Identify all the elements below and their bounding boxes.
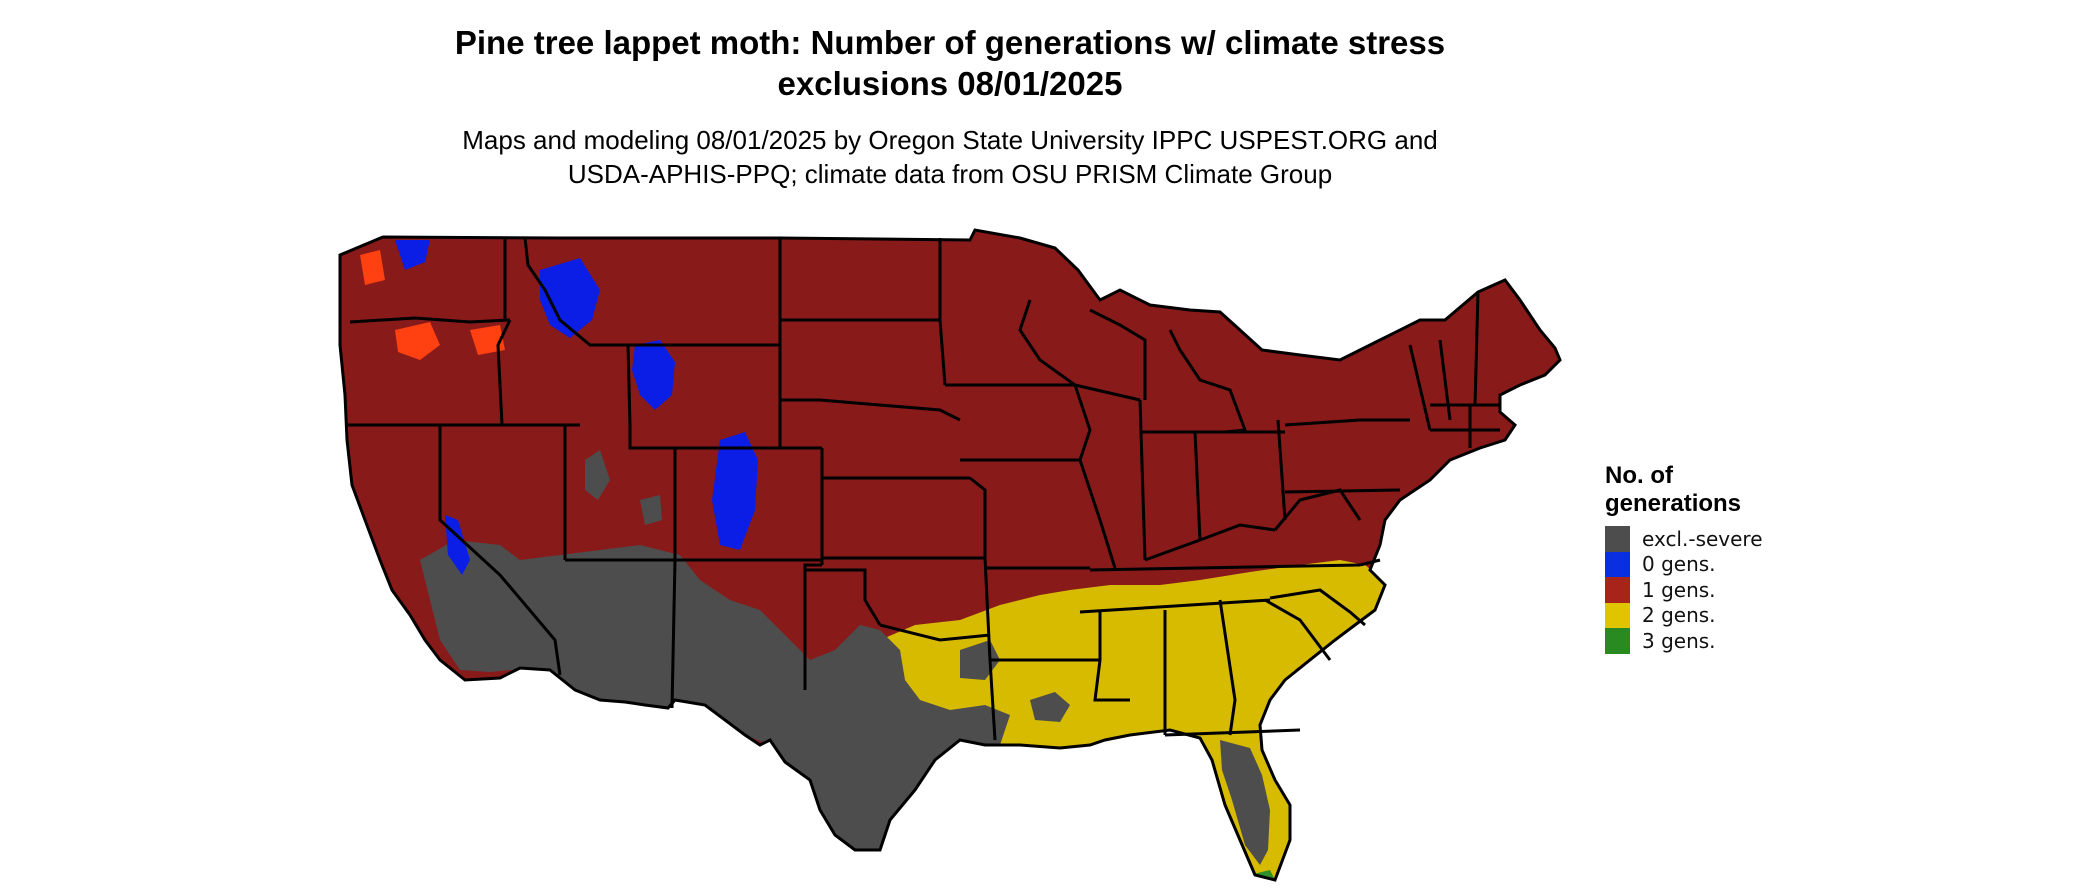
border-ok-tx <box>879 623 991 642</box>
legend-swatch-2-gens <box>1605 602 1630 628</box>
border-la-tx <box>988 659 997 741</box>
state-borders <box>338 228 1562 882</box>
zero-generations-rockies-north <box>632 340 675 410</box>
border-ok-panhandle <box>805 568 882 626</box>
border-wa-or <box>349 316 511 324</box>
border-nm-tx <box>803 563 822 690</box>
legend-label-1-gens: 1 gens. <box>1642 577 1716 602</box>
border-wi-il <box>1074 383 1141 402</box>
legend-swatch-3-gens <box>1605 628 1630 654</box>
map-title-line2: exclusions 08/01/2025 <box>777 65 1123 102</box>
legend-label-2-gens: 2 gens. <box>1642 603 1716 628</box>
border-ky-tn <box>1089 563 1361 572</box>
legend-item-1-gens: 1 gens. <box>1605 577 1865 603</box>
map-subtitle: Maps and modeling 08/01/2025 by Oregon S… <box>250 123 1650 191</box>
map-legend: No. of generations excl.-severe 0 gens. … <box>1605 462 1865 654</box>
border-il-in <box>1138 399 1147 561</box>
border-or-id <box>496 319 512 426</box>
legend-label-3-gens: 3 gens. <box>1642 628 1716 653</box>
legend-label-0-gens: 0 gens. <box>1642 552 1716 577</box>
border-al-ga <box>1218 599 1237 736</box>
zero-generations-cascades <box>395 240 430 270</box>
border-mi-lower <box>1168 329 1248 434</box>
legend-item-3-gens: 3 gens. <box>1605 628 1865 654</box>
country-outline <box>338 228 1562 882</box>
border-wv-va <box>1273 488 1362 531</box>
legend-swatch-excluded <box>1605 526 1630 552</box>
border-ok-ar <box>983 557 992 661</box>
border-vt-nh <box>1438 339 1452 421</box>
legend-title-line2: generations <box>1605 490 1742 517</box>
legend-item-2-gens: 2 gens. <box>1605 602 1865 628</box>
border-sd-ne <box>780 398 961 422</box>
border-ga-fl <box>1164 728 1301 737</box>
us-states-fill <box>340 230 1560 880</box>
border-ca-nv <box>438 425 562 676</box>
legend-swatch-1-gens <box>1605 577 1630 603</box>
border-pa-md <box>1284 488 1401 494</box>
legend-title-line1: No. of <box>1605 462 1673 489</box>
legend-swatch-0-gens <box>1605 551 1630 577</box>
edge-patch-washington <box>360 250 385 285</box>
border-nc-sc <box>1269 588 1366 627</box>
border-mn-wi <box>1018 299 1076 387</box>
border-va-nc <box>1359 558 1381 567</box>
border-wy-ne <box>778 400 822 450</box>
excluded-area-louisiana <box>1030 692 1070 722</box>
border-ks-mo <box>969 476 987 558</box>
border-nd-mn <box>938 238 947 386</box>
legend-item-0-gens: 0 gens. <box>1605 551 1865 577</box>
border-oh-pa <box>1276 419 1287 521</box>
border-mi-wi <box>1089 308 1147 400</box>
border-ia-il <box>1073 384 1092 461</box>
map-subtitle-line2: USDA-APHIS-PPQ; climate data from OSU PR… <box>567 159 1333 189</box>
border-nh-me <box>1473 291 1480 406</box>
border-pa-ny <box>1284 418 1410 427</box>
legend-title: No. of generations <box>1605 462 1865 518</box>
border-in-oh <box>1193 431 1202 541</box>
border-mo-il <box>1078 459 1117 569</box>
excluded-area-great-basin <box>585 450 610 500</box>
border-tn-ms-al <box>1079 598 1271 614</box>
excluded-area-utah <box>640 495 662 525</box>
border-az-nm <box>670 559 677 709</box>
border-ga-sc <box>1264 598 1332 661</box>
map-subtitle-line1: Maps and modeling 08/01/2025 by Oregon S… <box>462 125 1438 155</box>
edge-patch-oregon <box>395 322 440 360</box>
excluded-area-southwest <box>420 540 1010 855</box>
legend-item-excluded: excl.-severe <box>1605 526 1865 552</box>
zero-generations-idaho <box>540 258 600 338</box>
excluded-area-florida <box>1220 740 1270 865</box>
map-title-line1: Pine tree lappet moth: Number of generat… <box>454 24 1446 61</box>
border-ms-la <box>1093 612 1130 702</box>
map-title: Pine tree lappet moth: Number of generat… <box>250 22 1650 104</box>
edge-patch-idaho <box>470 325 505 355</box>
border-ny-ne <box>1408 344 1432 431</box>
zero-generations-colorado <box>712 432 758 550</box>
border-ut-wy-co <box>628 425 677 560</box>
legend-label-excluded: excl.-severe <box>1642 526 1763 551</box>
border-oh-ky <box>1144 523 1276 562</box>
